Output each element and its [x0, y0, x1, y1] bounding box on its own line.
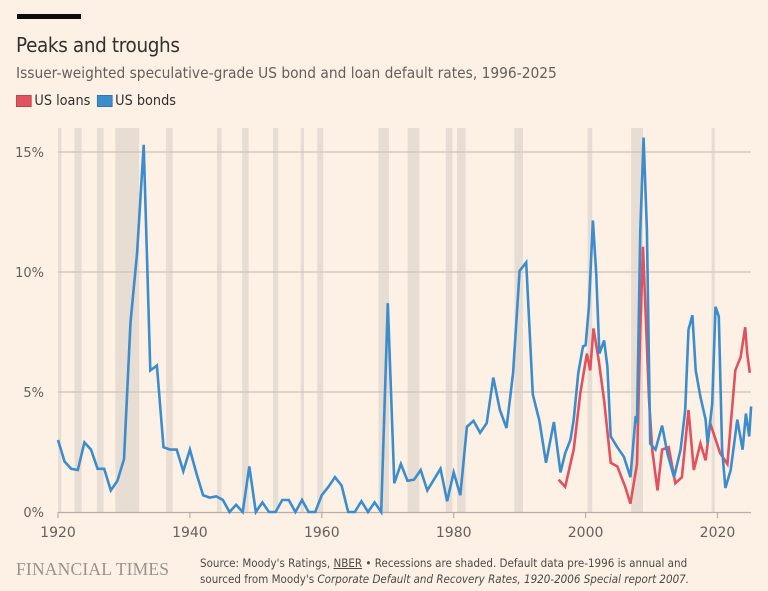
recession-band: [74, 128, 82, 512]
x-tick-label: 1940: [172, 525, 208, 541]
series-line-us-bonds: [56, 137, 753, 517]
recession-band: [242, 128, 249, 512]
recession-band: [216, 128, 222, 512]
source-line-1: Source: Moody's Ratings, NBER • Recessio…: [200, 555, 718, 571]
recession-band: [166, 128, 173, 512]
nber-link[interactable]: NBER: [333, 556, 363, 570]
recession-band: [115, 128, 140, 512]
legend-label-us-bonds: US bonds: [115, 93, 176, 109]
recession-band: [317, 128, 324, 512]
ft-top-rule: [17, 14, 81, 19]
recession-band: [587, 128, 593, 512]
x-tick-label: 1960: [304, 525, 340, 541]
recession-band: [456, 128, 466, 512]
series: [56, 137, 753, 517]
recession-band: [711, 128, 715, 512]
recession-band: [272, 128, 279, 512]
y-tick-label: 15%: [15, 146, 44, 161]
recession-band: [514, 128, 523, 512]
recession-band: [378, 128, 390, 512]
legend-item-us-loans: US loans: [16, 93, 90, 109]
source-note: Source: Moody's Ratings, NBER • Recessio…: [200, 555, 718, 587]
x-tick-label: 1920: [40, 525, 76, 541]
legend-item-us-bonds: US bonds: [96, 93, 176, 109]
x-tick-label: 2000: [568, 525, 604, 541]
x-tick-label: 2020: [700, 525, 736, 541]
chart-subtitle: Issuer-weighted speculative-grade US bon…: [16, 64, 557, 82]
recession-band: [445, 128, 453, 512]
x-axis: 1920 1940 1960 1980 2000 2020: [40, 511, 751, 541]
y-tick-label: 0%: [23, 506, 44, 521]
recession-band: [58, 128, 62, 512]
chart-title: Peaks and troughs: [16, 33, 180, 57]
recession-band: [300, 128, 304, 512]
x-tick-label: 1980: [436, 525, 472, 541]
legend-swatch-us-bonds: [96, 95, 113, 107]
source-mid: • Recessions are shaded. Default data pr…: [362, 556, 688, 570]
source-line2-prefix: sourced from Moody's: [200, 572, 318, 586]
y-tick-label: 10%: [15, 266, 44, 281]
y-tick-label: 5%: [23, 386, 44, 401]
source-prefix: Source: Moody's Ratings,: [200, 556, 334, 570]
legend: US loans US bonds: [16, 93, 182, 109]
legend-swatch-us-loans: [16, 95, 32, 107]
legend-label-us-loans: US loans: [34, 93, 91, 109]
recession-band: [631, 128, 643, 512]
recession-band: [96, 128, 104, 512]
gridlines: [58, 151, 751, 393]
financial-times-logo: FINANCIAL TIMES: [16, 559, 170, 579]
recession-band: [407, 128, 420, 512]
source-report-title: Corporate Default and Recovery Rates, 19…: [317, 572, 690, 586]
source-line-2: sourced from Moody's Corporate Default a…: [200, 571, 718, 587]
y-axis: 0% 5% 10% 15%: [15, 146, 44, 521]
recession-bands: [58, 128, 715, 512]
